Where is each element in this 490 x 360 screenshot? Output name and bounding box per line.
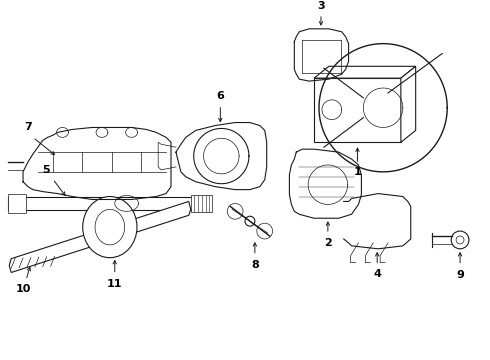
Polygon shape — [314, 66, 416, 78]
Ellipse shape — [95, 210, 124, 245]
Text: 1: 1 — [354, 167, 361, 177]
Text: 3: 3 — [317, 1, 325, 11]
Circle shape — [227, 203, 243, 219]
Polygon shape — [9, 202, 191, 273]
Ellipse shape — [83, 197, 137, 258]
Text: 7: 7 — [24, 122, 32, 132]
Circle shape — [456, 236, 464, 244]
Bar — [8, 197, 200, 210]
Circle shape — [245, 216, 255, 226]
Bar — [8, 194, 26, 213]
Text: 4: 4 — [373, 270, 381, 279]
Circle shape — [257, 223, 272, 239]
Polygon shape — [401, 66, 416, 142]
Text: 10: 10 — [15, 284, 31, 294]
Text: 6: 6 — [217, 91, 224, 101]
Text: 2: 2 — [324, 238, 332, 248]
Text: 11: 11 — [107, 279, 122, 289]
Text: 5: 5 — [42, 165, 49, 175]
Bar — [314, 78, 401, 142]
Text: 9: 9 — [456, 270, 464, 280]
Circle shape — [451, 231, 469, 249]
Text: 8: 8 — [251, 260, 259, 270]
Bar — [191, 194, 213, 212]
